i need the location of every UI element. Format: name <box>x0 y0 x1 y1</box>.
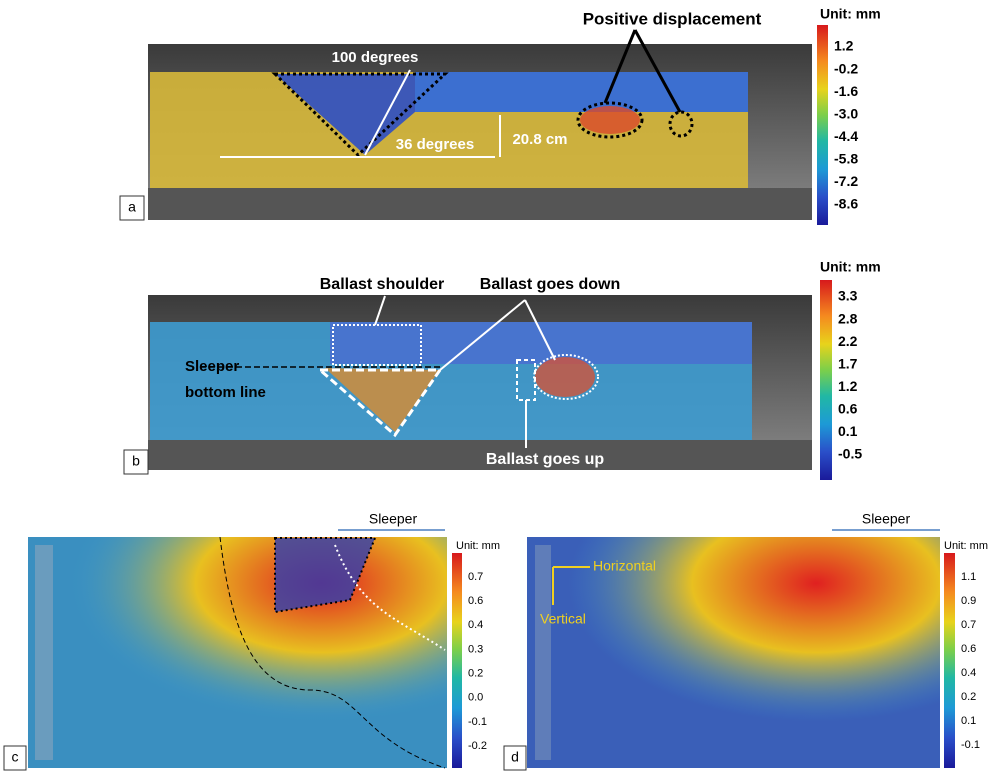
annotation: Ballast goes down <box>480 276 620 293</box>
annotation: Vertical <box>540 611 586 627</box>
panel-label: c <box>12 749 19 765</box>
colorbar-tick-label: -0.1 <box>961 739 980 751</box>
sleeper-overlay <box>415 72 748 112</box>
colorbar-tick-label: 2.2 <box>838 333 858 349</box>
annotation: 20.8 cm <box>512 131 567 148</box>
annotation: Ballast goes up <box>486 451 604 468</box>
angle-line <box>364 69 411 156</box>
arrow <box>439 299 526 371</box>
colorbar-tick-label: 1.2 <box>838 378 858 394</box>
colorbar-tick-label: -0.2 <box>468 740 487 752</box>
colorbar-tick-label: 0.6 <box>961 643 976 655</box>
panel-b: Ballast shoulder Ballast goes down Sleep… <box>148 276 812 470</box>
sleeper-overlay <box>330 322 752 364</box>
colorbar-unit: Unit: mm <box>820 259 881 275</box>
colorbar-unit: Unit: mm <box>944 540 988 552</box>
hot-spot <box>535 357 595 397</box>
colorbar-tick-label: 0.7 <box>468 571 483 583</box>
displacement-overlay <box>28 537 447 768</box>
hot-zone <box>325 368 440 432</box>
colorbar-tick-label: 0.4 <box>468 619 483 631</box>
dotted-box <box>332 324 422 366</box>
colorbar-tick-label: -7.2 <box>834 173 858 189</box>
annotation: 36 degrees <box>396 136 474 153</box>
dashed-wedge <box>315 368 443 438</box>
colorbar-tick-label: 3.3 <box>838 288 858 304</box>
dotted-wedge <box>271 72 449 158</box>
annotation: Ballast shoulder <box>320 276 444 293</box>
panel-label-box <box>3 745 27 771</box>
colorbar-unit: Unit: mm <box>456 540 500 552</box>
colorbar-tick-label: 1.7 <box>838 355 858 371</box>
arrow <box>524 299 556 361</box>
colorbar-tick-label: 1.2 <box>834 38 854 54</box>
colorbar-tick-label: 0.6 <box>468 595 483 607</box>
colorbar-tick-label: 0.1 <box>838 423 858 439</box>
panel-a: Positive displacement 100 degrees 36 deg… <box>148 9 812 220</box>
colorbar-tick-label: 0.4 <box>961 667 976 679</box>
annotation: Sleeper <box>369 511 418 527</box>
panel-label-box <box>123 449 149 475</box>
annotation: Sleeper <box>862 511 911 527</box>
hot-spot <box>580 106 640 134</box>
colorbar-tick-label: 0.2 <box>961 691 976 703</box>
displacement-overlay <box>527 537 940 768</box>
colorbar <box>817 25 828 225</box>
annotation: Sleeper <box>185 358 239 375</box>
colorbar <box>452 553 462 768</box>
annotation: bottom line <box>185 384 266 401</box>
colorbar-tick-label: 0.7 <box>961 619 976 631</box>
panel-d: Horizontal Vertical Sleeper <box>527 511 940 768</box>
colorbar-unit: Unit: mm <box>820 6 881 22</box>
colorbar-tick-label: 0.6 <box>838 401 858 417</box>
colorbar-tick-label: -0.5 <box>838 446 862 462</box>
panel-label: a <box>128 199 136 215</box>
colorbar-tick-label: -8.6 <box>834 196 858 212</box>
panel-label-box <box>503 745 527 771</box>
colorbar-tick-label: 0.1 <box>961 715 976 727</box>
blue-zone <box>275 538 375 612</box>
annotation: 100 degrees <box>332 49 419 66</box>
ground <box>148 188 812 220</box>
arrow <box>374 295 386 326</box>
colorbar <box>820 280 832 480</box>
colorbar-tick-label: -0.2 <box>834 60 858 76</box>
colorbar-tick-label: -5.8 <box>834 151 858 167</box>
dotted-wedge <box>274 537 377 614</box>
annotation: Positive displacement <box>583 9 762 28</box>
colorbar-tick-label: 0.3 <box>468 643 483 655</box>
colorbar-tick-label: 0.0 <box>468 692 483 704</box>
dashed-curve <box>219 536 446 769</box>
arrow <box>633 29 682 113</box>
ground <box>148 440 812 470</box>
rail <box>35 545 53 760</box>
panel-label: b <box>132 453 140 469</box>
colorbar-tick-label: 1.1 <box>961 571 976 583</box>
panel-c: Sleeper <box>28 511 447 769</box>
colorbars-and-labels: Unit: mm 1.2 -0.2 -1.6 -3.0 -4.4 -5.8 -7.2 -8.6 a… <box>3 6 988 771</box>
panel-label-box <box>119 195 145 221</box>
colorbar-tick-label: -0.1 <box>468 716 487 728</box>
colorbar-tick-label: -1.6 <box>834 83 858 99</box>
colorbar-tick-label: 2.8 <box>838 310 858 326</box>
arrow <box>603 29 637 104</box>
colorbar <box>944 553 955 768</box>
panel-label: d <box>511 749 519 765</box>
dotted-ellipse <box>668 110 694 138</box>
colorbar-tick-label: 0.2 <box>468 667 483 679</box>
colorbar-tick-label: -4.4 <box>834 128 858 144</box>
annotation: Horizontal <box>593 558 656 574</box>
colorbar-tick-label: -3.0 <box>834 105 858 121</box>
rail <box>535 545 551 760</box>
colorbar-tick-label: 0.9 <box>961 595 976 607</box>
dotted-ellipse <box>576 101 644 139</box>
